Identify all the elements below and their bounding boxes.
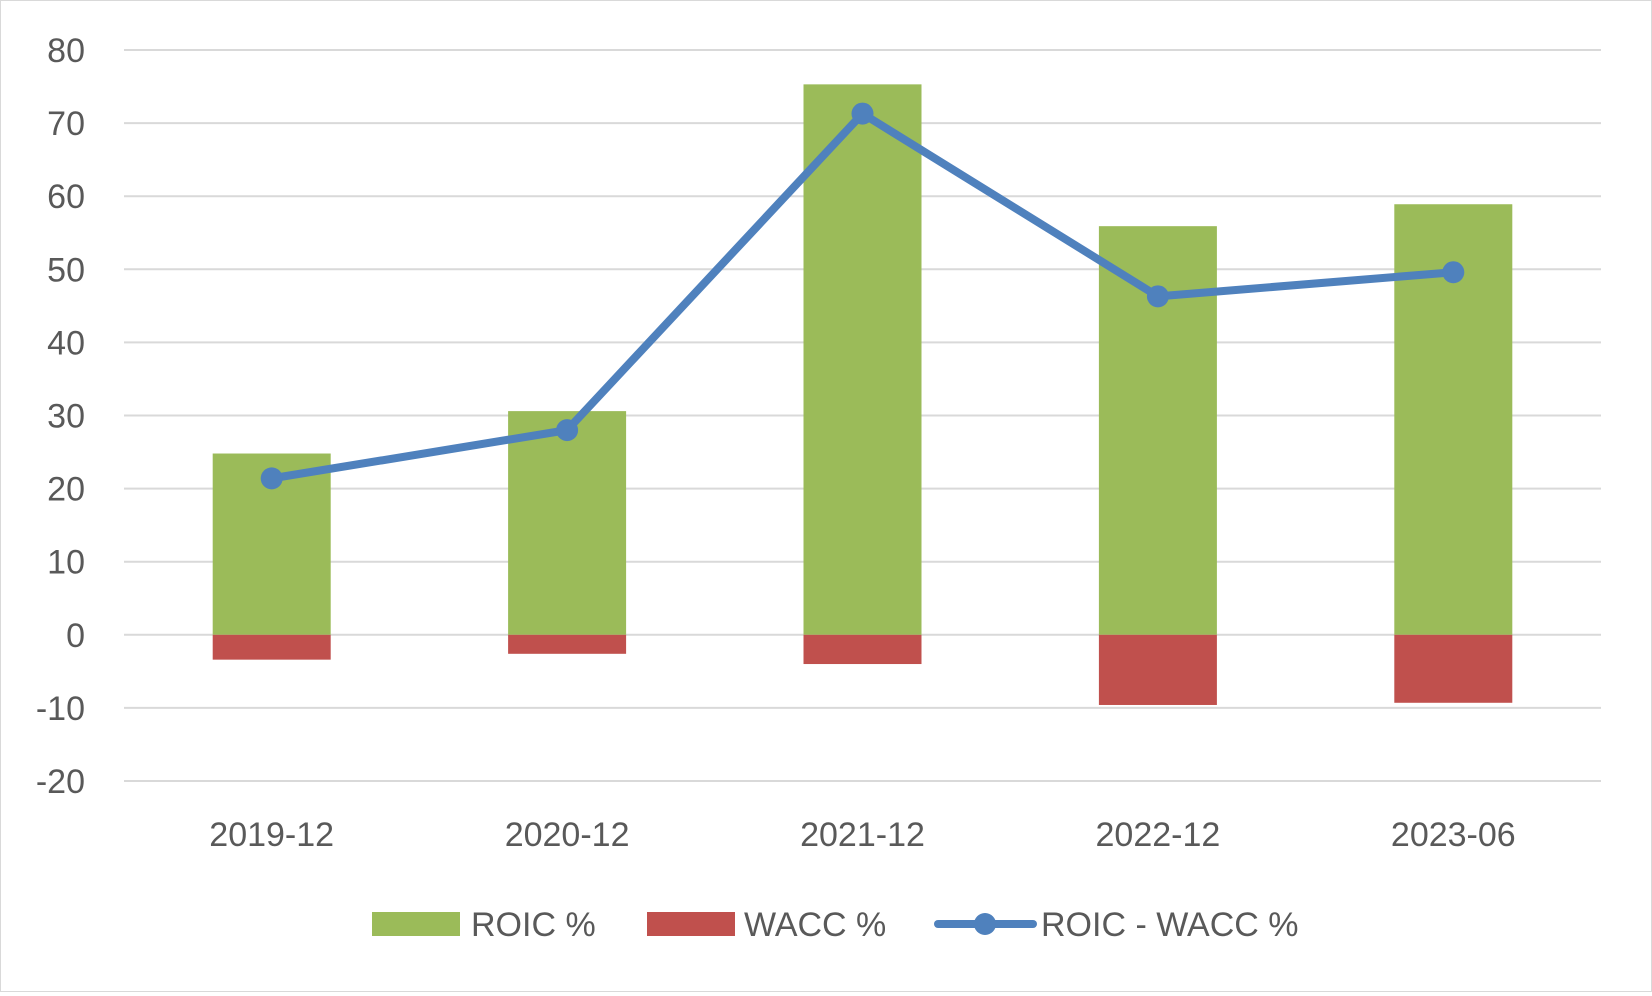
wacc-bar: [508, 634, 627, 654]
y-tick-label: -20: [36, 763, 85, 801]
x-axis-ticks: 2019-12 2020-12 2021-12 2022-12 2023-06: [209, 816, 1515, 854]
x-tick-label: 2020-12: [505, 816, 630, 854]
roic-minus-wacc-point: [851, 102, 874, 125]
wacc-bar: [1098, 634, 1217, 705]
legend-label: WACC %: [744, 906, 886, 944]
legend-swatch-wacc: [647, 912, 735, 936]
y-tick-label: 10: [47, 544, 85, 582]
y-axis-ticks: 80 70 60 50 40 30 20 10 0 -10 -20: [36, 32, 85, 801]
line-series: [260, 102, 1465, 490]
legend-label: ROIC %: [471, 906, 596, 944]
wacc-bar: [212, 634, 331, 660]
y-tick-label: 70: [47, 105, 85, 143]
y-tick-label: 80: [47, 32, 85, 70]
roic-bar: [803, 84, 922, 635]
roic-bar: [508, 411, 627, 635]
x-tick-label: 2021-12: [800, 816, 925, 854]
y-tick-label: 0: [66, 617, 85, 655]
x-tick-label: 2019-12: [209, 816, 334, 854]
legend-swatch-roic: [372, 912, 460, 936]
roic-minus-wacc-point: [1442, 261, 1465, 284]
y-tick-label: -10: [36, 690, 85, 728]
wacc-bar: [1394, 634, 1513, 703]
roic-minus-wacc-point: [556, 419, 579, 442]
y-tick-label: 20: [47, 471, 85, 509]
bars: [212, 84, 1513, 705]
legend-label: ROIC - WACC %: [1041, 906, 1299, 944]
x-tick-label: 2022-12: [1096, 816, 1221, 854]
wacc-bar: [803, 634, 922, 665]
y-tick-label: 60: [47, 178, 85, 216]
roic-minus-wacc-point: [1146, 285, 1169, 308]
y-tick-label: 30: [47, 398, 85, 436]
legend-swatch-spread-marker: [974, 913, 996, 935]
y-tick-label: 40: [47, 324, 85, 362]
roic-minus-wacc-point: [260, 467, 283, 490]
x-tick-label: 2023-06: [1391, 816, 1516, 854]
legend: ROIC % WACC % ROIC - WACC %: [372, 906, 1299, 944]
y-tick-label: 50: [47, 251, 85, 289]
